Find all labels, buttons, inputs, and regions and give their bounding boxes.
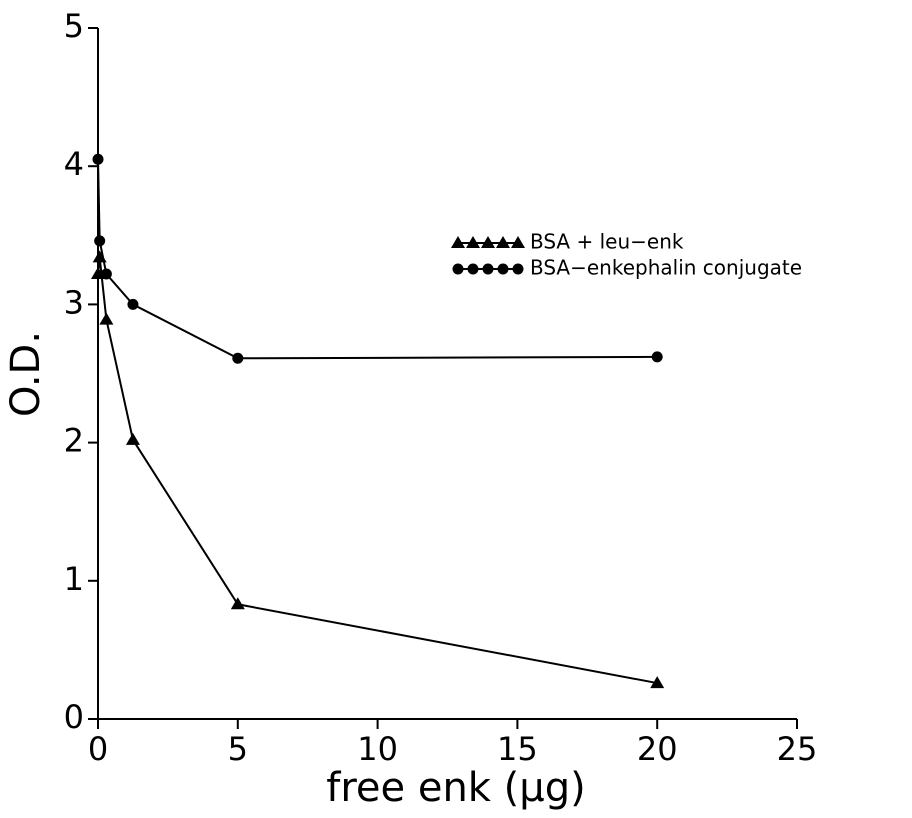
y-tick-label: 1 <box>64 560 84 598</box>
x-tick-label: 5 <box>228 730 248 768</box>
y-tick-label: 4 <box>64 145 84 183</box>
marker <box>232 352 244 364</box>
x-tick-label: 25 <box>777 730 818 768</box>
x-tick-label: 15 <box>497 730 538 768</box>
marker <box>100 268 112 280</box>
y-tick-label: 5 <box>64 7 84 45</box>
marker <box>651 351 663 363</box>
y-tick-label: 0 <box>64 698 84 736</box>
series-line <box>97 159 658 360</box>
marker <box>230 597 245 610</box>
marker <box>125 432 140 445</box>
x-axis-title: free enk (μg) <box>326 765 585 811</box>
marker <box>99 312 114 325</box>
x-tick-label: 10 <box>357 730 398 768</box>
x-tick-label: 0 <box>88 730 108 768</box>
legend-label: BSA + leu−enk <box>530 230 684 254</box>
marker <box>92 153 104 165</box>
x-tick-label: 20 <box>637 730 678 768</box>
y-tick-label: 2 <box>64 422 84 460</box>
marker <box>650 676 665 689</box>
legend-label: BSA−enkephalin conjugate <box>530 256 802 280</box>
marker <box>127 298 139 310</box>
marker <box>94 235 106 247</box>
y-tick-label: 3 <box>64 283 84 321</box>
series-line <box>97 257 658 685</box>
y-axis-title: O.D. <box>3 331 49 417</box>
